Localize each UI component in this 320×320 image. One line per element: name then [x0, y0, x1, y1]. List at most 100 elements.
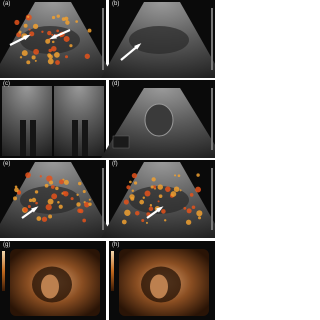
panel-label: (a)	[3, 1, 10, 7]
doppler-signal	[39, 175, 42, 178]
doppler-signal	[189, 193, 194, 197]
rendering-structure	[41, 274, 59, 299]
shadow	[82, 120, 88, 156]
doppler-signal	[70, 197, 74, 201]
doppler-signal	[29, 31, 35, 37]
panel-label: (d)	[112, 81, 119, 87]
doppler-signal	[82, 218, 87, 223]
doppler-signal	[126, 185, 131, 190]
doppler-signal	[58, 204, 63, 209]
doppler-signal	[78, 208, 84, 214]
panel	[0, 0, 114, 78]
doppler-signal	[47, 30, 52, 36]
panel	[101, 80, 215, 158]
doppler-signal	[62, 191, 66, 195]
rendering-structure	[150, 274, 168, 299]
panel	[0, 241, 106, 320]
doppler-signal	[31, 197, 37, 203]
doppler-signal	[27, 205, 31, 209]
doppler-signal	[76, 202, 81, 207]
panel	[0, 80, 106, 158]
doppler-signal	[14, 187, 19, 193]
doppler-signal	[56, 29, 60, 33]
doppler-signal	[44, 183, 49, 188]
panel-label: (b)	[112, 1, 119, 7]
panel-label: (f)	[112, 161, 118, 167]
doppler-signal	[41, 216, 48, 222]
doppler-signal	[141, 219, 145, 223]
panel-label: (e)	[3, 161, 10, 167]
doppler-signal	[84, 53, 90, 59]
doppler-signal	[165, 186, 171, 192]
doppler-signal	[26, 15, 30, 18]
doppler-signal	[35, 201, 38, 205]
structure	[144, 103, 174, 137]
doppler-signal	[123, 199, 129, 205]
cavity	[129, 26, 189, 54]
doppler-signal	[34, 59, 37, 62]
arrow-head	[134, 43, 142, 50]
doppler-signal	[149, 204, 153, 207]
doppler-signal	[121, 219, 127, 225]
doppler-signal	[19, 56, 23, 59]
doppler-signal	[152, 185, 156, 189]
scale-bar	[102, 168, 104, 230]
doppler-signal	[157, 184, 163, 190]
doppler-signal	[84, 201, 90, 208]
color-bar	[2, 251, 5, 291]
doppler-signal	[76, 193, 79, 196]
arrow-head	[23, 34, 31, 41]
panel-label: (c)	[3, 81, 10, 87]
doppler-signal	[177, 174, 181, 177]
doppler-signal	[46, 175, 53, 182]
doppler-signal	[13, 196, 18, 201]
scale-bar	[211, 88, 213, 150]
ultrasound-fan	[2, 86, 52, 156]
doppler-signal	[186, 208, 192, 214]
doppler-signal	[198, 216, 202, 220]
doppler-signal	[145, 221, 148, 224]
doppler-signal	[48, 214, 53, 219]
arrow-head	[31, 206, 39, 213]
doppler-signal	[131, 172, 138, 179]
doppler-signal	[144, 190, 151, 197]
doppler-signal	[41, 30, 44, 33]
doppler-signal	[64, 55, 69, 59]
shadow	[20, 120, 26, 156]
doppler-signal	[63, 179, 69, 185]
doppler-signal	[33, 48, 39, 55]
doppler-signal	[161, 209, 166, 214]
doppler-signal	[174, 174, 177, 177]
scale-bar	[211, 168, 213, 230]
panels	[0, 0, 215, 320]
ultrasound-fan	[54, 86, 104, 156]
doppler-signal	[45, 204, 52, 211]
doppler-signal	[133, 181, 138, 185]
doppler-signal	[129, 180, 132, 184]
doppler-signal	[69, 44, 73, 48]
doppler-signal	[14, 185, 18, 189]
doppler-signal	[63, 35, 70, 42]
doppler-signal	[157, 200, 160, 203]
panel-label: (g)	[3, 242, 10, 248]
doppler-signal	[88, 202, 92, 206]
doppler-signal	[183, 206, 187, 210]
doppler-signal	[51, 33, 54, 36]
doppler-signal	[47, 58, 54, 65]
panel	[0, 160, 114, 238]
doppler-signal	[88, 198, 91, 201]
doppler-signal	[36, 216, 42, 221]
arrow-head	[156, 206, 164, 213]
doppler-signal	[49, 180, 54, 185]
doppler-signal	[179, 189, 182, 192]
doppler-signal	[56, 14, 60, 18]
scale-bar	[102, 8, 104, 70]
page: (a)(b)(c)(d)(e)(f)(g)(h) (() => { const …	[0, 0, 215, 320]
panel	[109, 241, 215, 320]
doppler-signal	[55, 60, 60, 65]
doppler-signal	[55, 186, 59, 191]
doppler-signal	[131, 189, 135, 192]
doppler-signal	[195, 186, 201, 193]
doppler-signal	[51, 40, 55, 44]
doppler-signal	[185, 219, 192, 225]
